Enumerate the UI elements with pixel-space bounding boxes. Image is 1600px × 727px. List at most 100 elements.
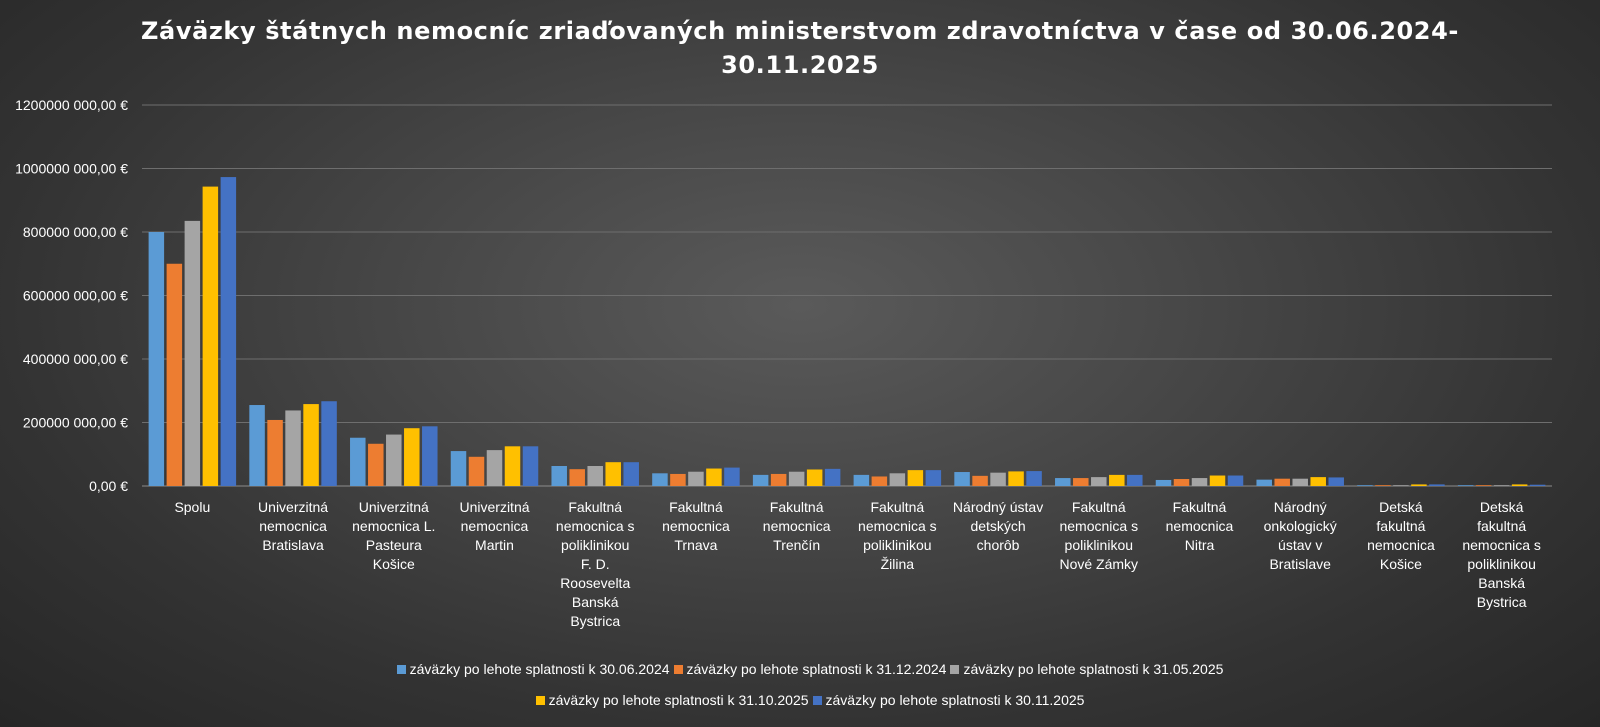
x-category-label-line: Národný [1274,499,1327,515]
x-category-label-line: Pasteura [366,537,422,553]
legend-item-series-4: záväzky po lehote splatnosti k 31.10.202… [535,685,809,716]
x-category-label-line: Fakultná [1072,499,1126,515]
bar [166,263,183,486]
bar [1026,471,1042,486]
legend-swatch-series-4 [535,696,545,705]
y-tick-label: 600000 000,00 € [23,288,128,304]
legend-label-series-4: záväzky po lehote splatnosti k 31.10.202… [548,692,809,708]
bar [752,474,769,486]
bar [386,434,402,486]
x-category-label-line: nemocnica L. [352,518,435,534]
bar [605,462,621,486]
y-tick-label: 800000 000,00 € [23,224,128,240]
bar [1227,475,1244,486]
bar [770,473,787,486]
x-category-label-line: Fakultná [770,499,824,515]
x-category-label-line: Košice [373,556,415,572]
chart-legend: záväzky po lehote splatnosti k 30.06.202… [340,654,1280,716]
legend-item-series-1: záväzky po lehote splatnosti k 30.06.202… [396,654,670,685]
x-category-label-line: nemocnica [763,518,831,534]
x-category-label-line: onkologický [1264,518,1337,534]
bar [1055,478,1071,486]
x-category-label: Fakultná nemocnica s poliklinikou Žilina [858,499,937,572]
legend-label-series-2: záväzky po lehote splatnosti k 31.12.202… [686,661,947,677]
bar [321,401,337,486]
legend-label-series-5: záväzky po lehote splatnosti k 30.11.202… [825,692,1085,708]
legend-swatch-series-3 [950,665,960,674]
x-category-label: Fakultná nemocnica Trenčín [763,499,831,553]
x-category-label-line: detských [970,518,1025,534]
bar [422,426,438,486]
x-category-label: Fakultná nemocnica s poliklinikou F. D. Roos… [556,499,635,629]
x-category-label-line: Fakultná [669,499,723,515]
x-category-label: Fakultná nemocnica Trnava [662,499,730,553]
bar [184,220,201,486]
bar [688,471,704,486]
x-category-label: Fakultná nemocnica s poliklinikou Nové Zámk… [1059,499,1138,572]
x-category-label-line: Nové Zámky [1059,556,1138,572]
bar [1292,478,1308,486]
x-category-label-line: Bystrica [1477,594,1527,610]
bar [990,472,1006,486]
x-category-label-line: nemocnica [1367,537,1435,553]
bar [1073,478,1089,486]
y-tick-label: 0,00 € [89,478,128,494]
x-category-label-line: F. D. [581,556,610,572]
bar [907,470,924,486]
x-category-label-line: nemocnica s [1059,518,1138,534]
x-category-label-line: Trenčín [773,537,820,553]
x-category-label-line: Trnava [674,537,717,553]
bar [350,437,366,486]
bar [1529,484,1546,486]
bar [220,177,237,486]
bar [824,468,841,486]
bar [1274,478,1290,486]
x-category-label-line: Fakultná [871,499,925,515]
bar [1328,477,1344,486]
x-category-label-line: Banská [572,594,619,610]
bar [1127,474,1143,486]
legend-label-series-1: záväzky po lehote splatnosti k 30.06.202… [409,661,670,677]
bar [569,469,585,486]
bar [587,465,603,486]
x-category-label-line: nemocnica s [858,518,937,534]
x-category-label-line: poliklinikou [1065,537,1133,553]
x-category-label-line: Fakultná [568,499,622,515]
x-category-label-line: Národný ústav [953,499,1043,515]
x-category-label-line: Univerzitná [359,499,429,515]
x-category-label-line: Univerzitná [258,499,328,515]
bar [1375,485,1391,486]
bar [925,470,942,486]
bar [853,474,870,486]
x-category-label: Detská fakultná nemocnica Košice [1367,499,1435,572]
x-category-label-line: Bratislave [1269,556,1331,572]
bar [1357,485,1373,486]
x-category-label-line: Univerzitná [459,499,529,515]
bar [1008,471,1024,486]
legend-row: záväzky po lehote splatnosti k 30.06.202… [340,654,1280,685]
bar [404,428,420,486]
bar [806,469,823,486]
x-category-label-line: ústav v [1278,537,1322,553]
x-category-label-line: poliklinikou [561,537,629,553]
x-category-label: Fakultná nemocnica Nitra [1166,499,1234,553]
bar [889,473,906,486]
bar [1411,484,1427,486]
bar [1209,475,1226,486]
x-category-label-line: Martin [475,537,514,553]
bar [1191,478,1208,486]
legend-row: záväzky po lehote splatnosti k 31.10.202… [340,685,1280,716]
bar [1155,479,1172,486]
x-category-label-line: Fakultná [1173,499,1227,515]
y-tick-label: 1000000 000,00 € [15,161,128,177]
legend-item-series-2: záväzky po lehote splatnosti k 31.12.202… [673,654,947,685]
bar [1091,477,1107,486]
bar [1457,485,1474,486]
x-category-label-line: fakultná [1376,518,1425,534]
bar [468,456,485,486]
x-category-label-line: chorôb [977,537,1020,553]
x-category-label-line: nemocnica s [556,518,635,534]
x-category-label-line: Bystrica [570,613,620,629]
